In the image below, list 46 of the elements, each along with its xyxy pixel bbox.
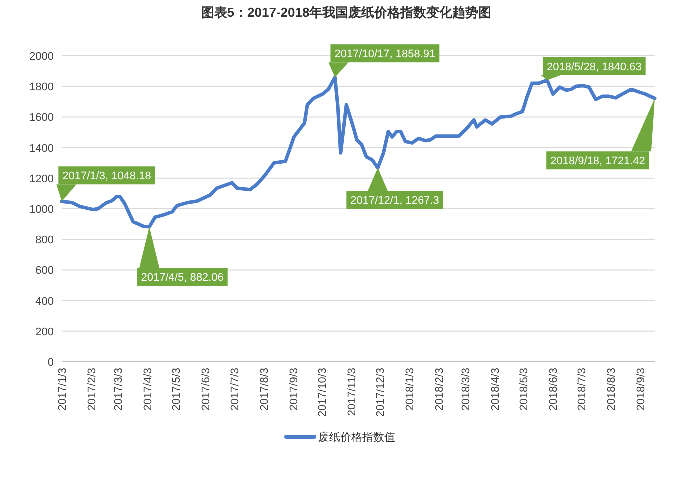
annotation: 2017/10/17, 1858.91 — [334, 48, 436, 61]
x-tick-label: 2018/2/3 — [434, 368, 446, 411]
y-tick-label: 800 — [36, 234, 54, 247]
x-tick-label: 2018/3/3 — [460, 368, 473, 411]
annotation: 2017/12/1, 1267.3 — [350, 195, 440, 208]
annotation: 2017/1/3, 1048.18 — [62, 170, 152, 183]
x-tick-label: 2017/11/3 — [346, 368, 358, 416]
y-tick-label: 600 — [36, 265, 54, 278]
annotation-callout: 2017/10/17, 1858.91 — [328, 44, 440, 78]
y-tick-label: 1000 — [30, 204, 54, 216]
x-tick-label: 2018/6/3 — [548, 368, 560, 411]
y-tick-label: 400 — [36, 296, 54, 308]
y-tick-label: 2000 — [30, 51, 54, 63]
annotation-callout: 2017/4/5, 882.06 — [137, 227, 228, 286]
x-tick-label: 2018/5/3 — [518, 368, 531, 411]
chart-title: 图表5：2017-2018年我国废纸价格指数变化趋势图 — [201, 5, 492, 20]
annotation: 2018/9/18, 1721.42 — [550, 156, 646, 168]
annotation-callout: 2018/5/28, 1840.63 — [541, 57, 646, 80]
y-tick-label: 0 — [48, 357, 54, 369]
annotation-callout: 2018/9/18, 1721.42 — [546, 98, 655, 170]
x-tick-label: 2018/8/3 — [606, 368, 618, 411]
annotation-callout: 2017/1/3, 1048.18 — [56, 166, 156, 202]
x-tick-label: 2017/10/3 — [316, 368, 329, 417]
x-tick-label: 2017/4/3 — [142, 368, 155, 411]
y-tick-label: 1200 — [30, 173, 54, 186]
annotation: 2018/5/28, 1840.63 — [547, 61, 642, 74]
x-tick-label: 2017/5/3 — [171, 368, 184, 411]
x-tick-label: 2017/8/3 — [258, 368, 271, 411]
x-tick-label: 2017/6/3 — [200, 368, 213, 411]
x-tick-label: 2017/1/3 — [57, 368, 69, 411]
x-tick-label: 2018/9/3 — [636, 368, 648, 411]
x-tick-label: 2018/1/3 — [404, 368, 416, 411]
annotation-callout: 2017/12/1, 1267.3 — [346, 168, 444, 210]
y-tick-label: 1600 — [30, 112, 54, 124]
x-tick-label: 2018/7/3 — [576, 368, 589, 411]
legend-label: 废纸价格指数值 — [318, 431, 396, 444]
y-tick-label: 200 — [36, 326, 54, 338]
x-tick-label: 2017/9/3 — [288, 368, 300, 411]
y-tick-label: 1800 — [30, 82, 54, 94]
x-tick-label: 2017/12/3 — [374, 368, 387, 417]
annotation: 2017/4/5, 882.06 — [141, 272, 224, 284]
x-tick-label: 2017/3/3 — [113, 368, 126, 411]
x-tick-label: 2017/7/3 — [229, 368, 242, 411]
x-tick-label: 2017/2/3 — [86, 368, 99, 411]
y-tick-label: 1400 — [30, 142, 54, 155]
x-tick-label: 2018/4/3 — [490, 368, 502, 411]
